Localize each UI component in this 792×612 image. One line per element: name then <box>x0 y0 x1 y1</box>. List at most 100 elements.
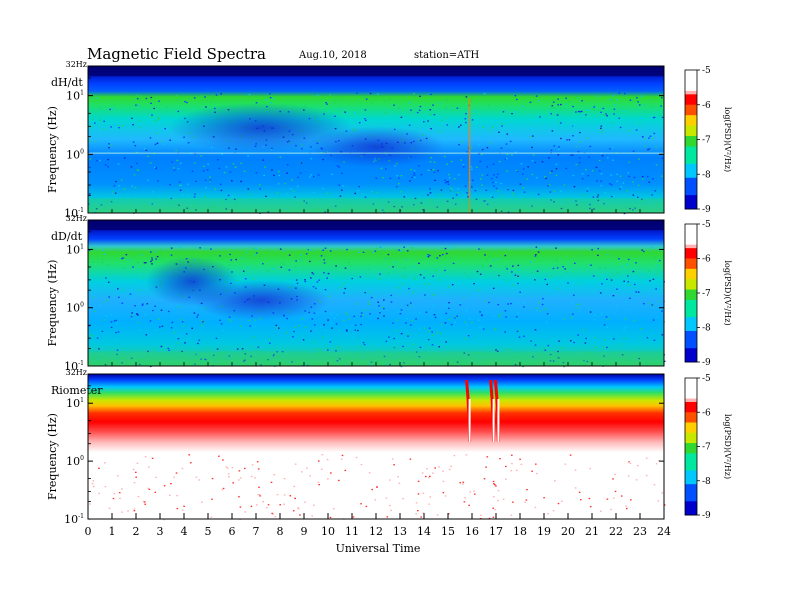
heatmap-speck <box>263 346 265 349</box>
heatmap-speck <box>557 502 560 505</box>
heatmap-speck <box>403 246 405 248</box>
heatmap-speck <box>131 185 133 187</box>
colorbar-cell <box>685 101 697 106</box>
heatmap-speck <box>415 502 418 504</box>
heatmap-speck <box>431 304 434 306</box>
heatmap-speck <box>492 259 495 261</box>
heatmap-speck <box>317 174 320 176</box>
colorbar-cell <box>685 388 697 393</box>
heatmap-speck <box>215 337 218 339</box>
heatmap-speck <box>594 109 596 111</box>
heatmap-speck <box>532 356 534 358</box>
heatmap-speck <box>278 174 280 177</box>
heatmap-speck <box>660 101 662 103</box>
heatmap-speck <box>440 323 443 326</box>
heatmap-speck <box>435 269 438 271</box>
heatmap-speck <box>221 489 224 491</box>
heatmap-speck <box>657 264 660 266</box>
heatmap-speck <box>135 471 137 473</box>
heatmap-speck <box>495 349 497 351</box>
heatmap-speck <box>360 503 362 505</box>
heatmap-speck <box>196 316 198 318</box>
heatmap-speck <box>481 353 483 356</box>
heatmap-speck <box>393 337 395 340</box>
heatmap-speck <box>137 496 140 498</box>
heatmap-speck <box>219 255 221 257</box>
heatmap-speck <box>116 349 119 351</box>
panel-label: dD/dt <box>51 230 83 243</box>
heatmap-speck <box>111 191 114 193</box>
heatmap-speck <box>592 339 594 341</box>
heatmap-speck <box>421 472 424 474</box>
heatmap-speck <box>413 176 416 179</box>
heatmap-speck <box>585 169 587 171</box>
heatmap-speck <box>257 468 260 470</box>
heatmap-speck <box>284 183 286 185</box>
heatmap-speck <box>294 326 296 328</box>
heatmap-speck <box>440 189 443 191</box>
heatmap-speck <box>265 356 267 358</box>
heatmap-speck <box>465 121 467 124</box>
heatmap-speck <box>360 315 362 317</box>
heatmap-speck <box>301 318 304 320</box>
heatmap-speck <box>644 145 646 147</box>
heatmap-speck <box>391 458 394 460</box>
heatmap-speck <box>419 346 422 348</box>
heatmap-speck <box>370 296 373 299</box>
heatmap-speck <box>599 292 602 294</box>
heatmap-speck <box>629 207 631 210</box>
heatmap-speck <box>522 187 524 189</box>
heatmap-speck <box>132 124 134 126</box>
heatmap-speck <box>464 185 467 187</box>
heatmap-speck <box>639 197 642 200</box>
heatmap-speck <box>474 190 477 192</box>
heatmap-speck <box>482 344 485 347</box>
heatmap-speck <box>535 120 537 122</box>
heatmap-speck <box>172 167 175 169</box>
heatmap-speck <box>211 498 213 500</box>
heatmap-speck <box>550 113 552 115</box>
heatmap-speck <box>175 204 178 206</box>
heatmap-speck <box>154 96 157 98</box>
heatmap-speck <box>445 100 447 102</box>
heatmap-speck <box>661 157 664 159</box>
heatmap-speck <box>514 111 517 113</box>
heatmap-speck <box>517 269 520 271</box>
heatmap-speck <box>303 200 305 202</box>
heatmap-speck <box>470 166 473 168</box>
colorbar-tick-label: -6 <box>702 255 711 265</box>
colorbar-cell <box>685 408 697 413</box>
heatmap-speck <box>330 322 333 324</box>
heatmap-speck <box>460 124 462 126</box>
heatmap-speck <box>581 100 583 102</box>
heatmap-speck <box>428 477 430 479</box>
heatmap-speck <box>143 205 146 208</box>
low-power-region <box>191 279 330 321</box>
heatmap-speck <box>417 510 419 512</box>
heatmap-speck <box>654 257 656 259</box>
colorbar-cell <box>685 265 697 270</box>
heatmap-speck <box>125 285 128 287</box>
heatmap-speck <box>96 160 98 162</box>
heatmap-speck <box>205 106 207 108</box>
heatmap-speck <box>310 174 313 176</box>
heatmap-speck <box>500 147 503 149</box>
colorbar-cell <box>685 191 697 196</box>
heatmap-speck <box>375 360 378 362</box>
heatmap-speck <box>150 96 153 99</box>
heatmap-speck <box>471 322 473 324</box>
heatmap-speck <box>270 481 273 483</box>
heatmap-speck <box>195 353 197 356</box>
heatmap-speck <box>547 344 550 347</box>
heatmap-speck <box>573 294 575 296</box>
heatmap-speck <box>229 171 232 173</box>
x-tick-label: 11 <box>345 525 359 538</box>
heatmap-speck <box>637 196 639 198</box>
heatmap-speck <box>107 158 109 161</box>
heatmap-speck <box>481 174 484 176</box>
heatmap-speck <box>661 492 664 494</box>
colorbar-cell <box>685 391 697 396</box>
x-tick-label: 13 <box>393 525 407 538</box>
heatmap-speck <box>385 258 387 260</box>
